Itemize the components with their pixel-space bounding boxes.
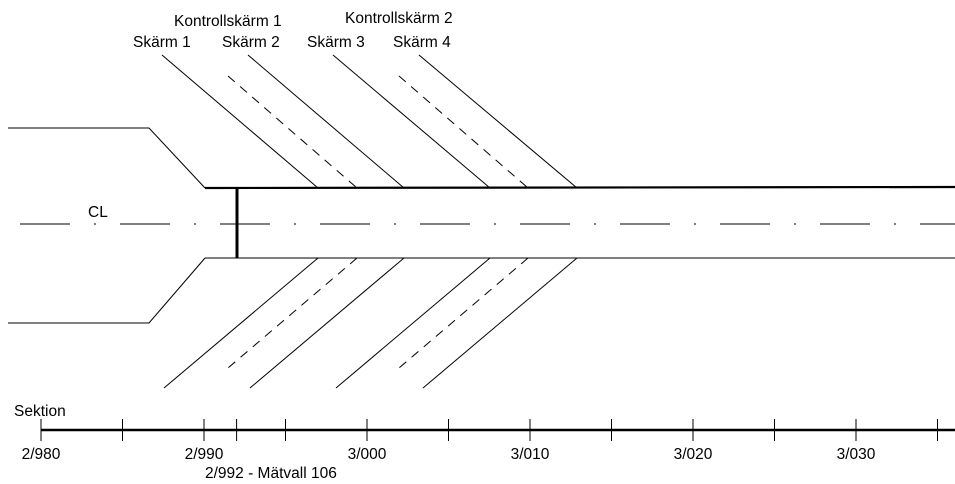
skarm-1-lower <box>163 257 319 389</box>
skarm-3-lower <box>335 257 491 389</box>
centerline-label: CL <box>88 204 108 221</box>
kontrollskarm-2-lower <box>398 257 529 369</box>
kontrollskarm-1-lower <box>227 257 358 369</box>
label-skarm-4: Skärm 4 <box>393 34 451 51</box>
kontrollskarm-1-upper <box>227 75 358 189</box>
section-label: Sektion <box>14 403 66 420</box>
skarm-3-upper <box>332 54 491 189</box>
skarm-1-upper <box>161 54 319 189</box>
skarm-4-lower <box>422 257 578 389</box>
section-tick-label: 2/990 <box>185 446 224 463</box>
label-kontrollskarm-1: Kontrollskärm 1 <box>174 13 282 30</box>
label-skarm-1: Skärm 1 <box>133 34 191 51</box>
section-tick-label: 3/000 <box>348 446 387 463</box>
section-tick-label: 2/980 <box>22 446 61 463</box>
skarm-4-upper <box>418 54 578 189</box>
road-edge-upper-wide <box>8 127 206 189</box>
label-skarm-2: Skärm 2 <box>222 34 280 51</box>
kontrollskarm-2-upper <box>398 75 529 189</box>
skarm-2-lower <box>249 257 405 389</box>
skarm-2-upper <box>247 54 405 189</box>
road-edge-upper <box>204 185 955 190</box>
matvall-label: 2/992 - Mätvall 106 <box>205 465 337 482</box>
section-tick-label: 3/020 <box>674 446 713 463</box>
section-tick-label: 3/010 <box>511 446 550 463</box>
label-skarm-3: Skärm 3 <box>307 34 365 51</box>
label-kontrollskarm-2: Kontrollskärm 2 <box>345 10 453 27</box>
section-tick-label: 3/030 <box>837 446 876 463</box>
road-edge-lower-wide <box>8 257 206 324</box>
section-ticks: 2/980 2/990 3/000 3/010 3/020 3/030 <box>22 419 938 463</box>
